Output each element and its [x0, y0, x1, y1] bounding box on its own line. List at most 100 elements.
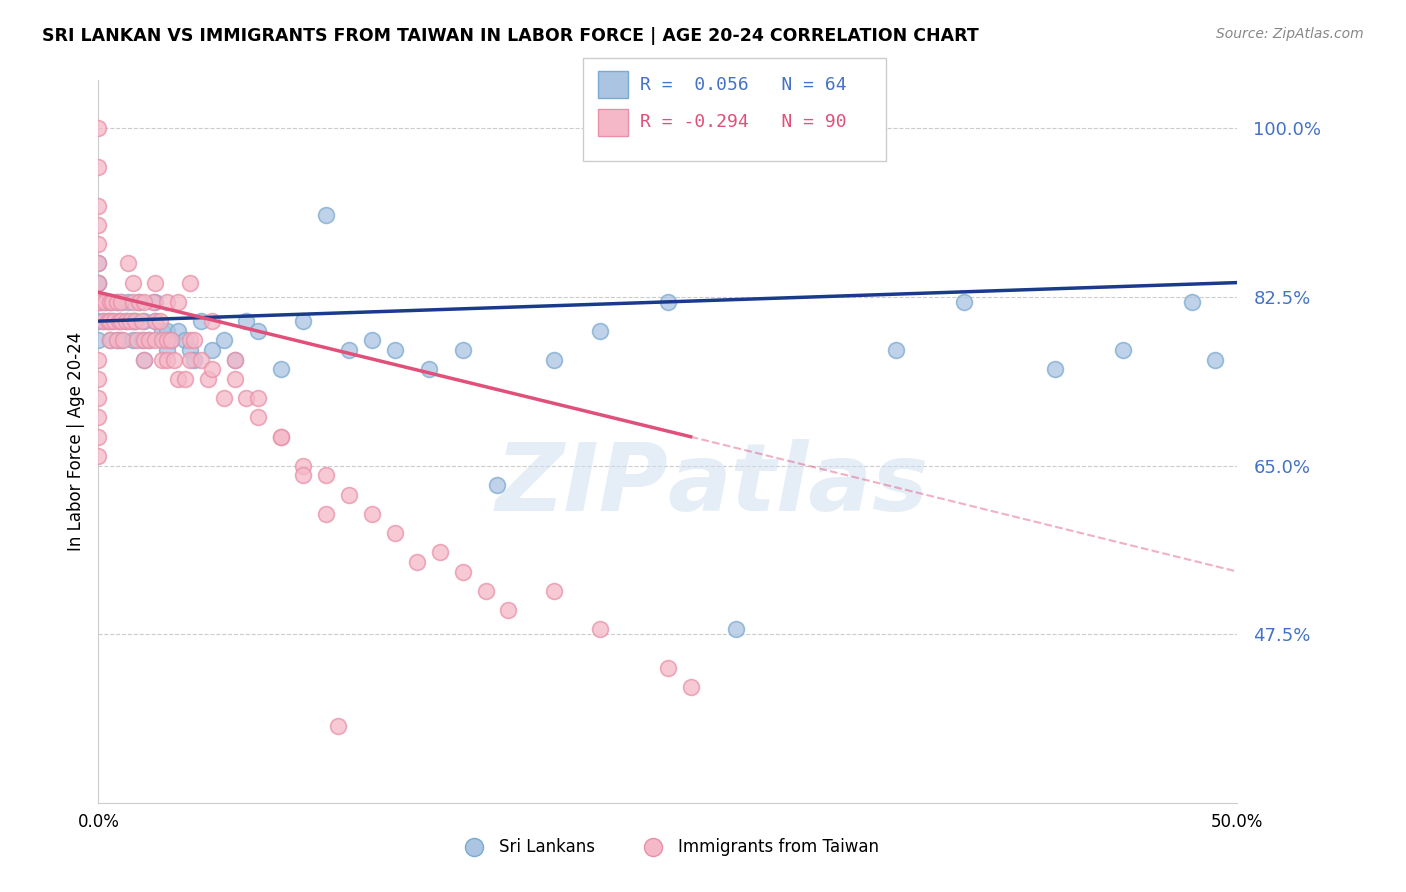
Point [884, 343, 907, 357]
Point [224, 372, 246, 386]
Point [94, 294, 117, 309]
Point [120, 314, 142, 328]
Text: R =  0.056   N = 64: R = 0.056 N = 64 [640, 76, 846, 94]
Point [121, 276, 143, 290]
Point [657, 661, 679, 675]
Point [87, 449, 110, 463]
Point [292, 458, 315, 473]
Point [132, 314, 155, 328]
Text: Source: ZipAtlas.com: Source: ZipAtlas.com [1216, 27, 1364, 41]
Point [337, 343, 360, 357]
Point [429, 545, 451, 559]
Point [315, 507, 337, 521]
Point [103, 314, 125, 328]
Point [90, 294, 112, 309]
Point [114, 314, 136, 328]
Point [91, 314, 114, 328]
Point [145, 314, 167, 328]
Point [292, 468, 315, 483]
Point [315, 208, 337, 222]
Point [145, 334, 167, 348]
Point [124, 314, 146, 328]
Point [224, 352, 246, 367]
Point [128, 294, 150, 309]
Point [87, 256, 110, 270]
Point [543, 352, 565, 367]
Point [197, 372, 219, 386]
Point [201, 362, 224, 376]
Point [725, 623, 748, 637]
Point [87, 372, 110, 386]
Point [110, 294, 132, 309]
Point [87, 160, 110, 174]
Point [201, 314, 224, 328]
Point [179, 276, 201, 290]
Point [87, 237, 110, 252]
Point [96, 314, 118, 328]
Point [451, 565, 474, 579]
Point [131, 314, 153, 328]
Point [87, 410, 110, 425]
Point [138, 334, 160, 348]
Point [132, 294, 155, 309]
Point [108, 314, 131, 328]
Point [96, 314, 118, 328]
Point [105, 294, 128, 309]
Point [110, 334, 132, 348]
Point [360, 334, 382, 348]
Point [149, 314, 172, 328]
Point [90, 294, 112, 309]
Point [588, 623, 610, 637]
Point [87, 218, 110, 232]
Point [108, 314, 131, 328]
Point [112, 334, 135, 348]
Point [160, 334, 183, 348]
Point [98, 334, 121, 348]
Point [160, 334, 183, 348]
Point [156, 324, 179, 338]
Point [183, 352, 205, 367]
Point [174, 372, 197, 386]
Point [384, 526, 406, 541]
Point [156, 294, 179, 309]
Point [953, 294, 976, 309]
Point [162, 352, 184, 367]
Point [98, 294, 121, 309]
Y-axis label: In Labor Force | Age 20-24: In Labor Force | Age 20-24 [66, 332, 84, 551]
Point [326, 719, 349, 733]
Point [87, 294, 110, 309]
Point [117, 294, 139, 309]
Point [156, 334, 179, 348]
Point [246, 391, 269, 405]
Point [212, 334, 235, 348]
Point [127, 334, 149, 348]
Point [87, 294, 110, 309]
Point [315, 468, 337, 483]
Text: R = -0.294   N = 90: R = -0.294 N = 90 [640, 113, 846, 131]
Point [128, 294, 150, 309]
Point [87, 276, 110, 290]
Point [117, 256, 139, 270]
Point [91, 314, 114, 328]
Point [124, 314, 146, 328]
Point [235, 314, 257, 328]
Point [105, 334, 128, 348]
Point [451, 343, 474, 357]
Point [270, 430, 292, 444]
Point [110, 314, 132, 328]
Point [224, 352, 246, 367]
Point [156, 352, 179, 367]
Point [94, 294, 117, 309]
Text: atlas: atlas [668, 439, 929, 531]
Point [87, 314, 110, 328]
Point [360, 507, 382, 521]
Point [87, 352, 110, 367]
Point [167, 324, 190, 338]
Point [150, 324, 173, 338]
Point [679, 680, 702, 694]
Point [145, 294, 167, 309]
Point [183, 334, 205, 348]
Point [132, 334, 155, 348]
Point [1043, 362, 1066, 376]
Point [156, 343, 179, 357]
